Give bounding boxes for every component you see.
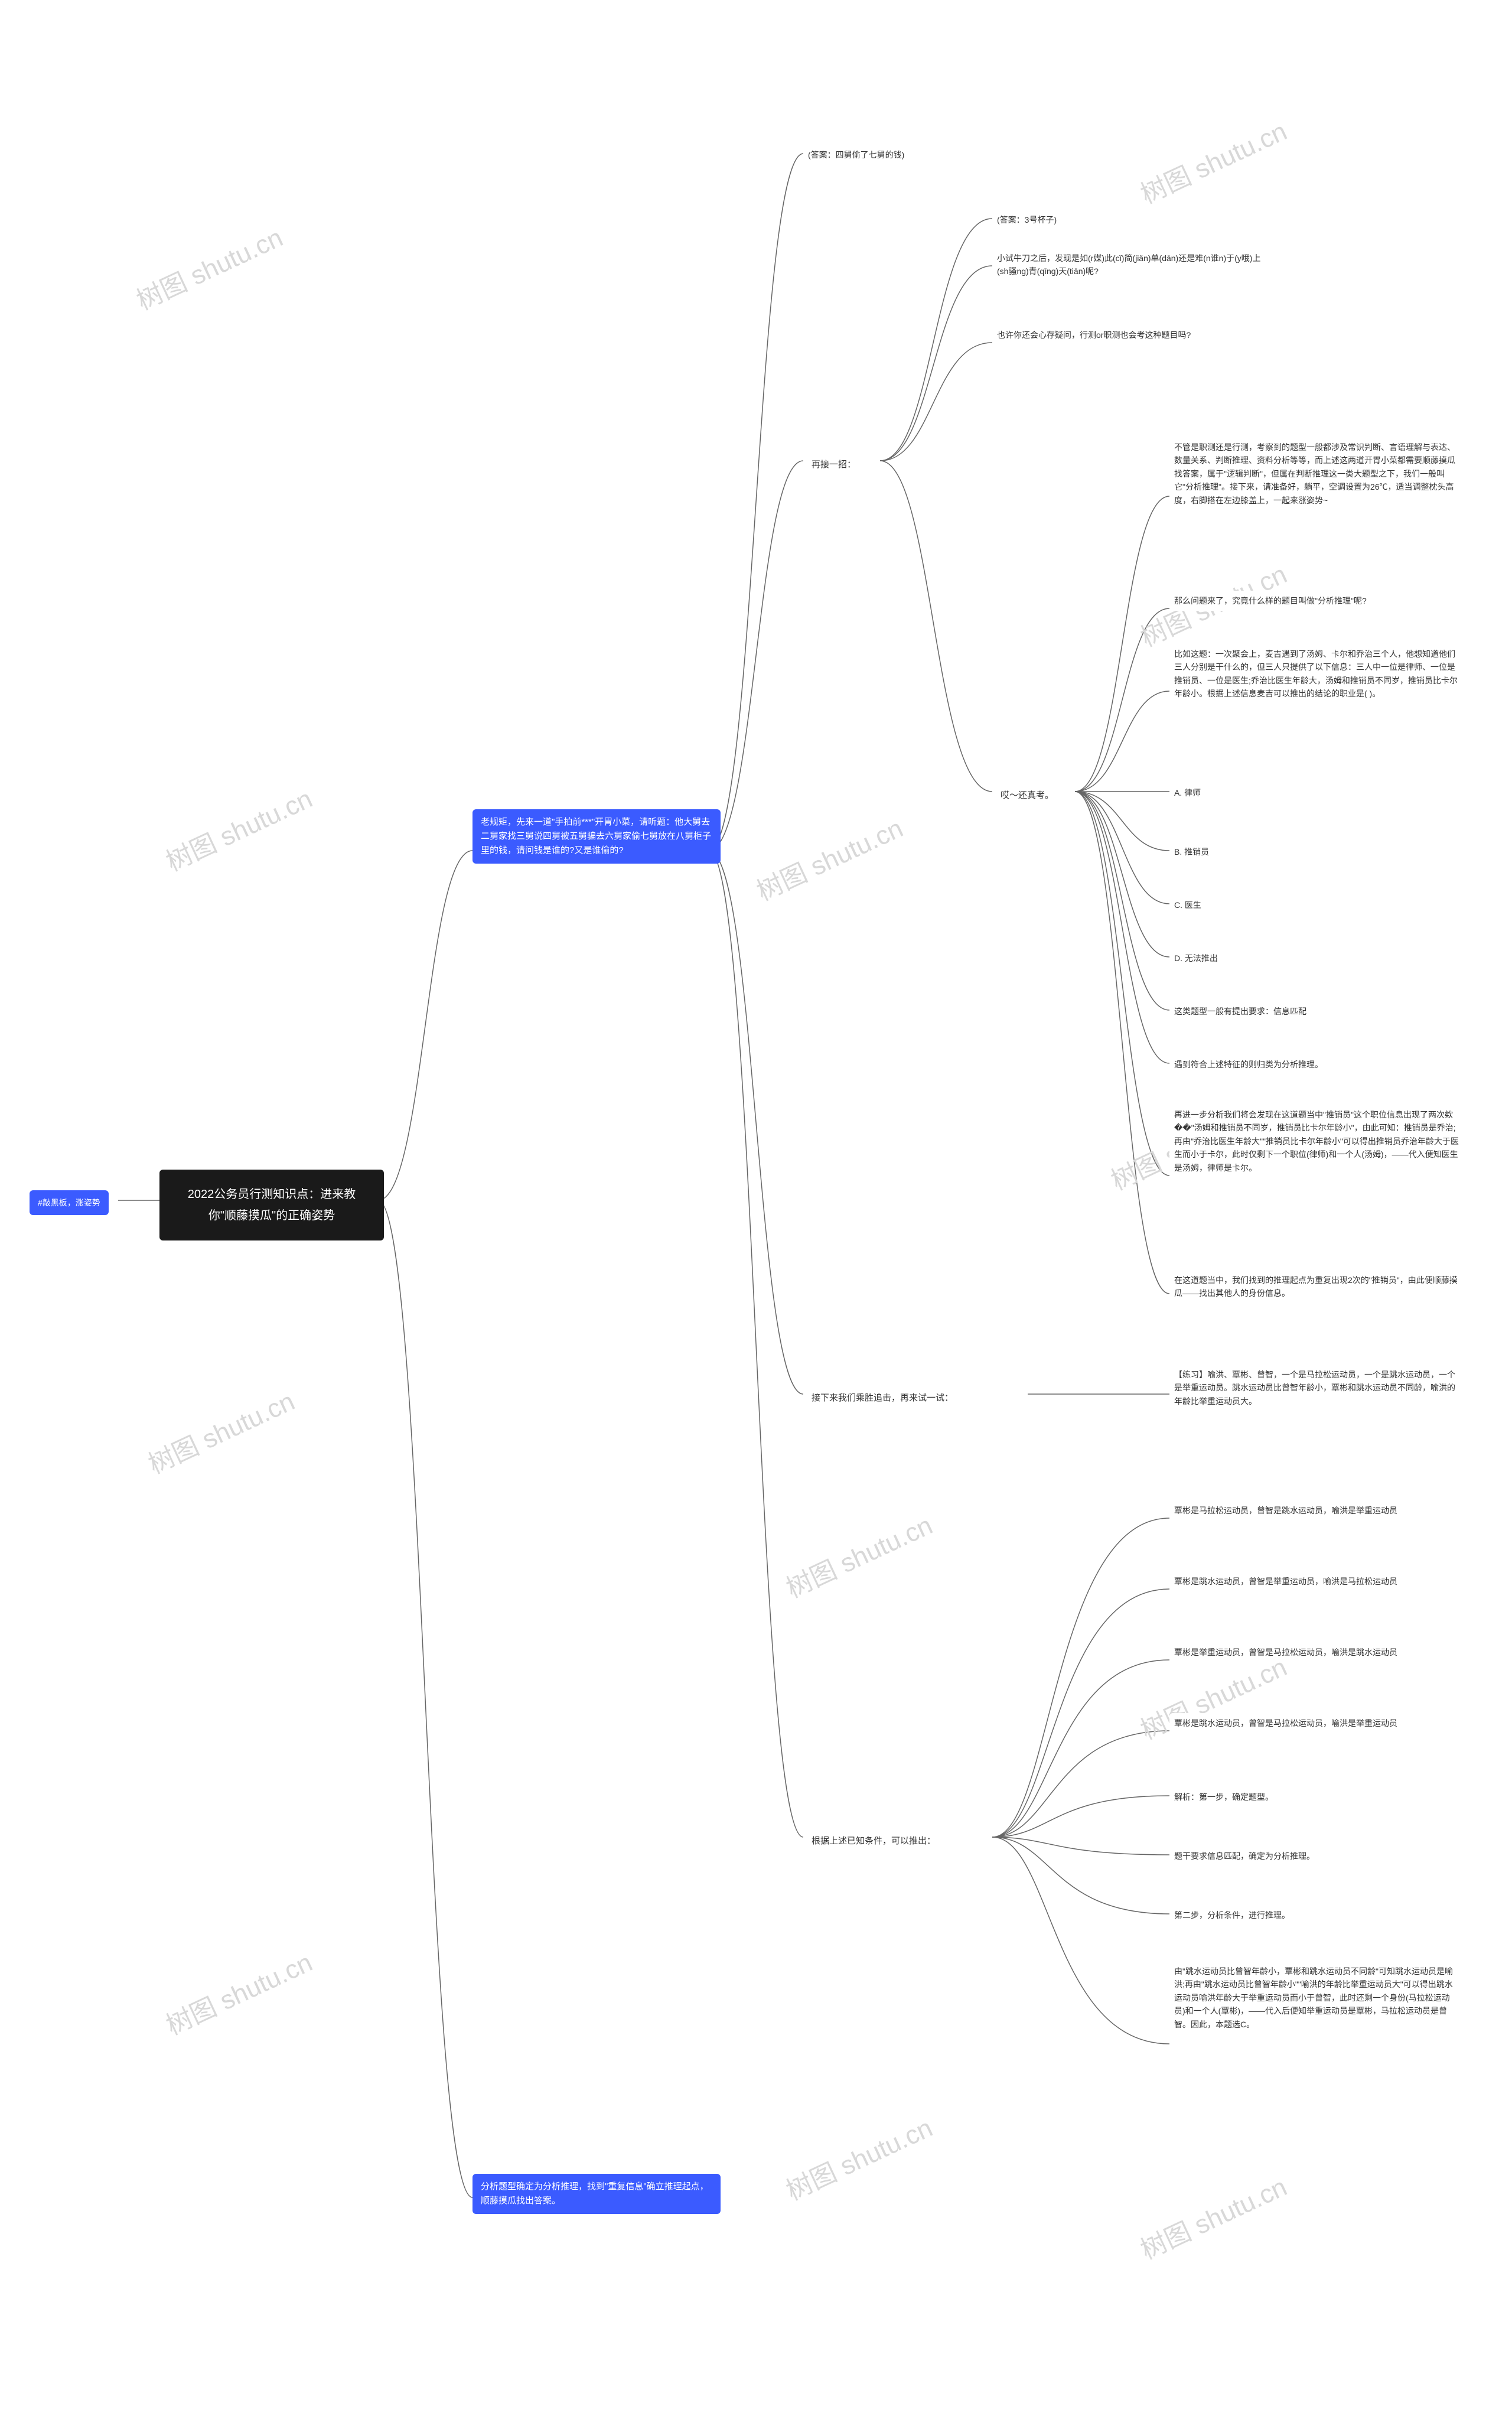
answer-1: (答案：四舅偷了七舅的钱) <box>803 145 909 165</box>
next-ex: 【练习】喻洪、覃彬、曾智，一个是马拉松运动员，一个是跳水运动员，一个是举重运动员… <box>1169 1365 1465 1411</box>
ah-opt-b: B. 推销员 <box>1169 842 1214 862</box>
ah-c1: 不管是职测还是行测，考察到的题型一般都涉及常识判断、言语理解与表达、数量关系、判… <box>1169 437 1465 510</box>
given-c3: 覃彬是举重运动员，曾智是马拉松运动员，喻洪是跳水运动员 <box>1169 1642 1402 1662</box>
ah-c2: 那么问题来了，究竟什么样的题目叫做"分析推理"呢? <box>1169 591 1371 611</box>
watermark: 树图 shutu.cn <box>1133 110 1292 211</box>
l1-question[interactable]: 老规矩，先来一道"手拍前***"开胃小菜，请听题：他大舅去二舅家找三舅说四舅被五… <box>472 809 721 864</box>
watermark: 树图 shutu.cn <box>779 2107 938 2208</box>
watermark: 树图 shutu.cn <box>159 778 318 879</box>
branch-next: 接下来我们乘胜追击，再来试一试： <box>803 1385 962 1411</box>
given-c6: 题干要求信息匹配，确定为分析推理。 <box>1169 1846 1319 1866</box>
retry-c2: 也许你还会心存疑问，行测or职测也会考这种题目吗? <box>992 325 1195 345</box>
given-c5: 解析：第一步，确定题型。 <box>1169 1787 1278 1807</box>
given-c7: 第二步，分析条件，进行推理。 <box>1169 1905 1295 1925</box>
ah-c7: 在这道题当中，我们找到的推理起点为重复出现2次的"推销员"，由此便顺藤摸瓜——找… <box>1169 1270 1465 1304</box>
watermark: 树图 shutu.cn <box>750 807 908 909</box>
root-node[interactable]: 2022公务员行测知识点：进来教你"顺藤摸瓜"的正确姿势 <box>159 1170 384 1240</box>
branch-retry: 再接一招： <box>803 452 864 478</box>
given-c1: 覃彬是马拉松运动员，曾智是跳水运动员，喻洪是举重运动员 <box>1169 1500 1402 1520</box>
watermark: 树图 shutu.cn <box>141 1380 300 1481</box>
ah-c4: 这类题型一般有提出要求：信息匹配 <box>1169 1001 1311 1021</box>
given-c2: 覃彬是跳水运动员，曾智是举重运动员，喻洪是马拉松运动员 <box>1169 1571 1402 1591</box>
branch-ah: 哎～还真考。 <box>992 783 1062 809</box>
ah-c6: 再进一步分析我们将会发现在这道题当中"推销员"这个职位信息出现了两次欸��"汤姆… <box>1169 1105 1465 1178</box>
ah-c5: 遇到符合上述特征的则归类为分析推理。 <box>1169 1054 1328 1074</box>
ah-c3: 比如这题：一次聚会上，麦吉遇到了汤姆、卡尔和乔治三个人，他想知道他们三人分别是干… <box>1169 644 1465 704</box>
given-c4: 覃彬是跳水运动员，曾智是马拉松运动员，喻洪是举重运动员 <box>1169 1713 1402 1733</box>
watermark: 树图 shutu.cn <box>1133 2166 1292 2267</box>
retry-c1: 小试牛刀之后，发现是如(r媒)此(cǐ)简(jiǎn)单(dān)还是难(n谁n… <box>992 248 1276 282</box>
branch-given: 根据上述已知条件，可以推出： <box>803 1828 944 1854</box>
watermark: 树图 shutu.cn <box>129 217 288 318</box>
answer-2: (答案：3号杯子) <box>992 210 1061 230</box>
given-c8: 由"跳水运动员比曾智年龄小，覃彬和跳水运动员不同龄"可知跳水运动员是喻洪;再由"… <box>1169 1961 1465 2034</box>
watermark: 树图 shutu.cn <box>159 1942 318 2043</box>
mindmap-canvas: 树图 shutu.cn 树图 shutu.cn 树图 shutu.cn 树图 s… <box>12 24 1500 2386</box>
tag-node[interactable]: #敲黑板，涨姿势 <box>30 1190 109 1215</box>
l1-summary[interactable]: 分析题型确定为分析推理，找到"重复信息"确立推理起点，顺藤摸瓜找出答案。 <box>472 2174 721 2214</box>
ah-opt-d: D. 无法推出 <box>1169 948 1223 968</box>
watermark: 树图 shutu.cn <box>779 1505 938 1606</box>
ah-opt-c: C. 医生 <box>1169 895 1206 915</box>
ah-opt-a: A. 律师 <box>1169 783 1205 803</box>
